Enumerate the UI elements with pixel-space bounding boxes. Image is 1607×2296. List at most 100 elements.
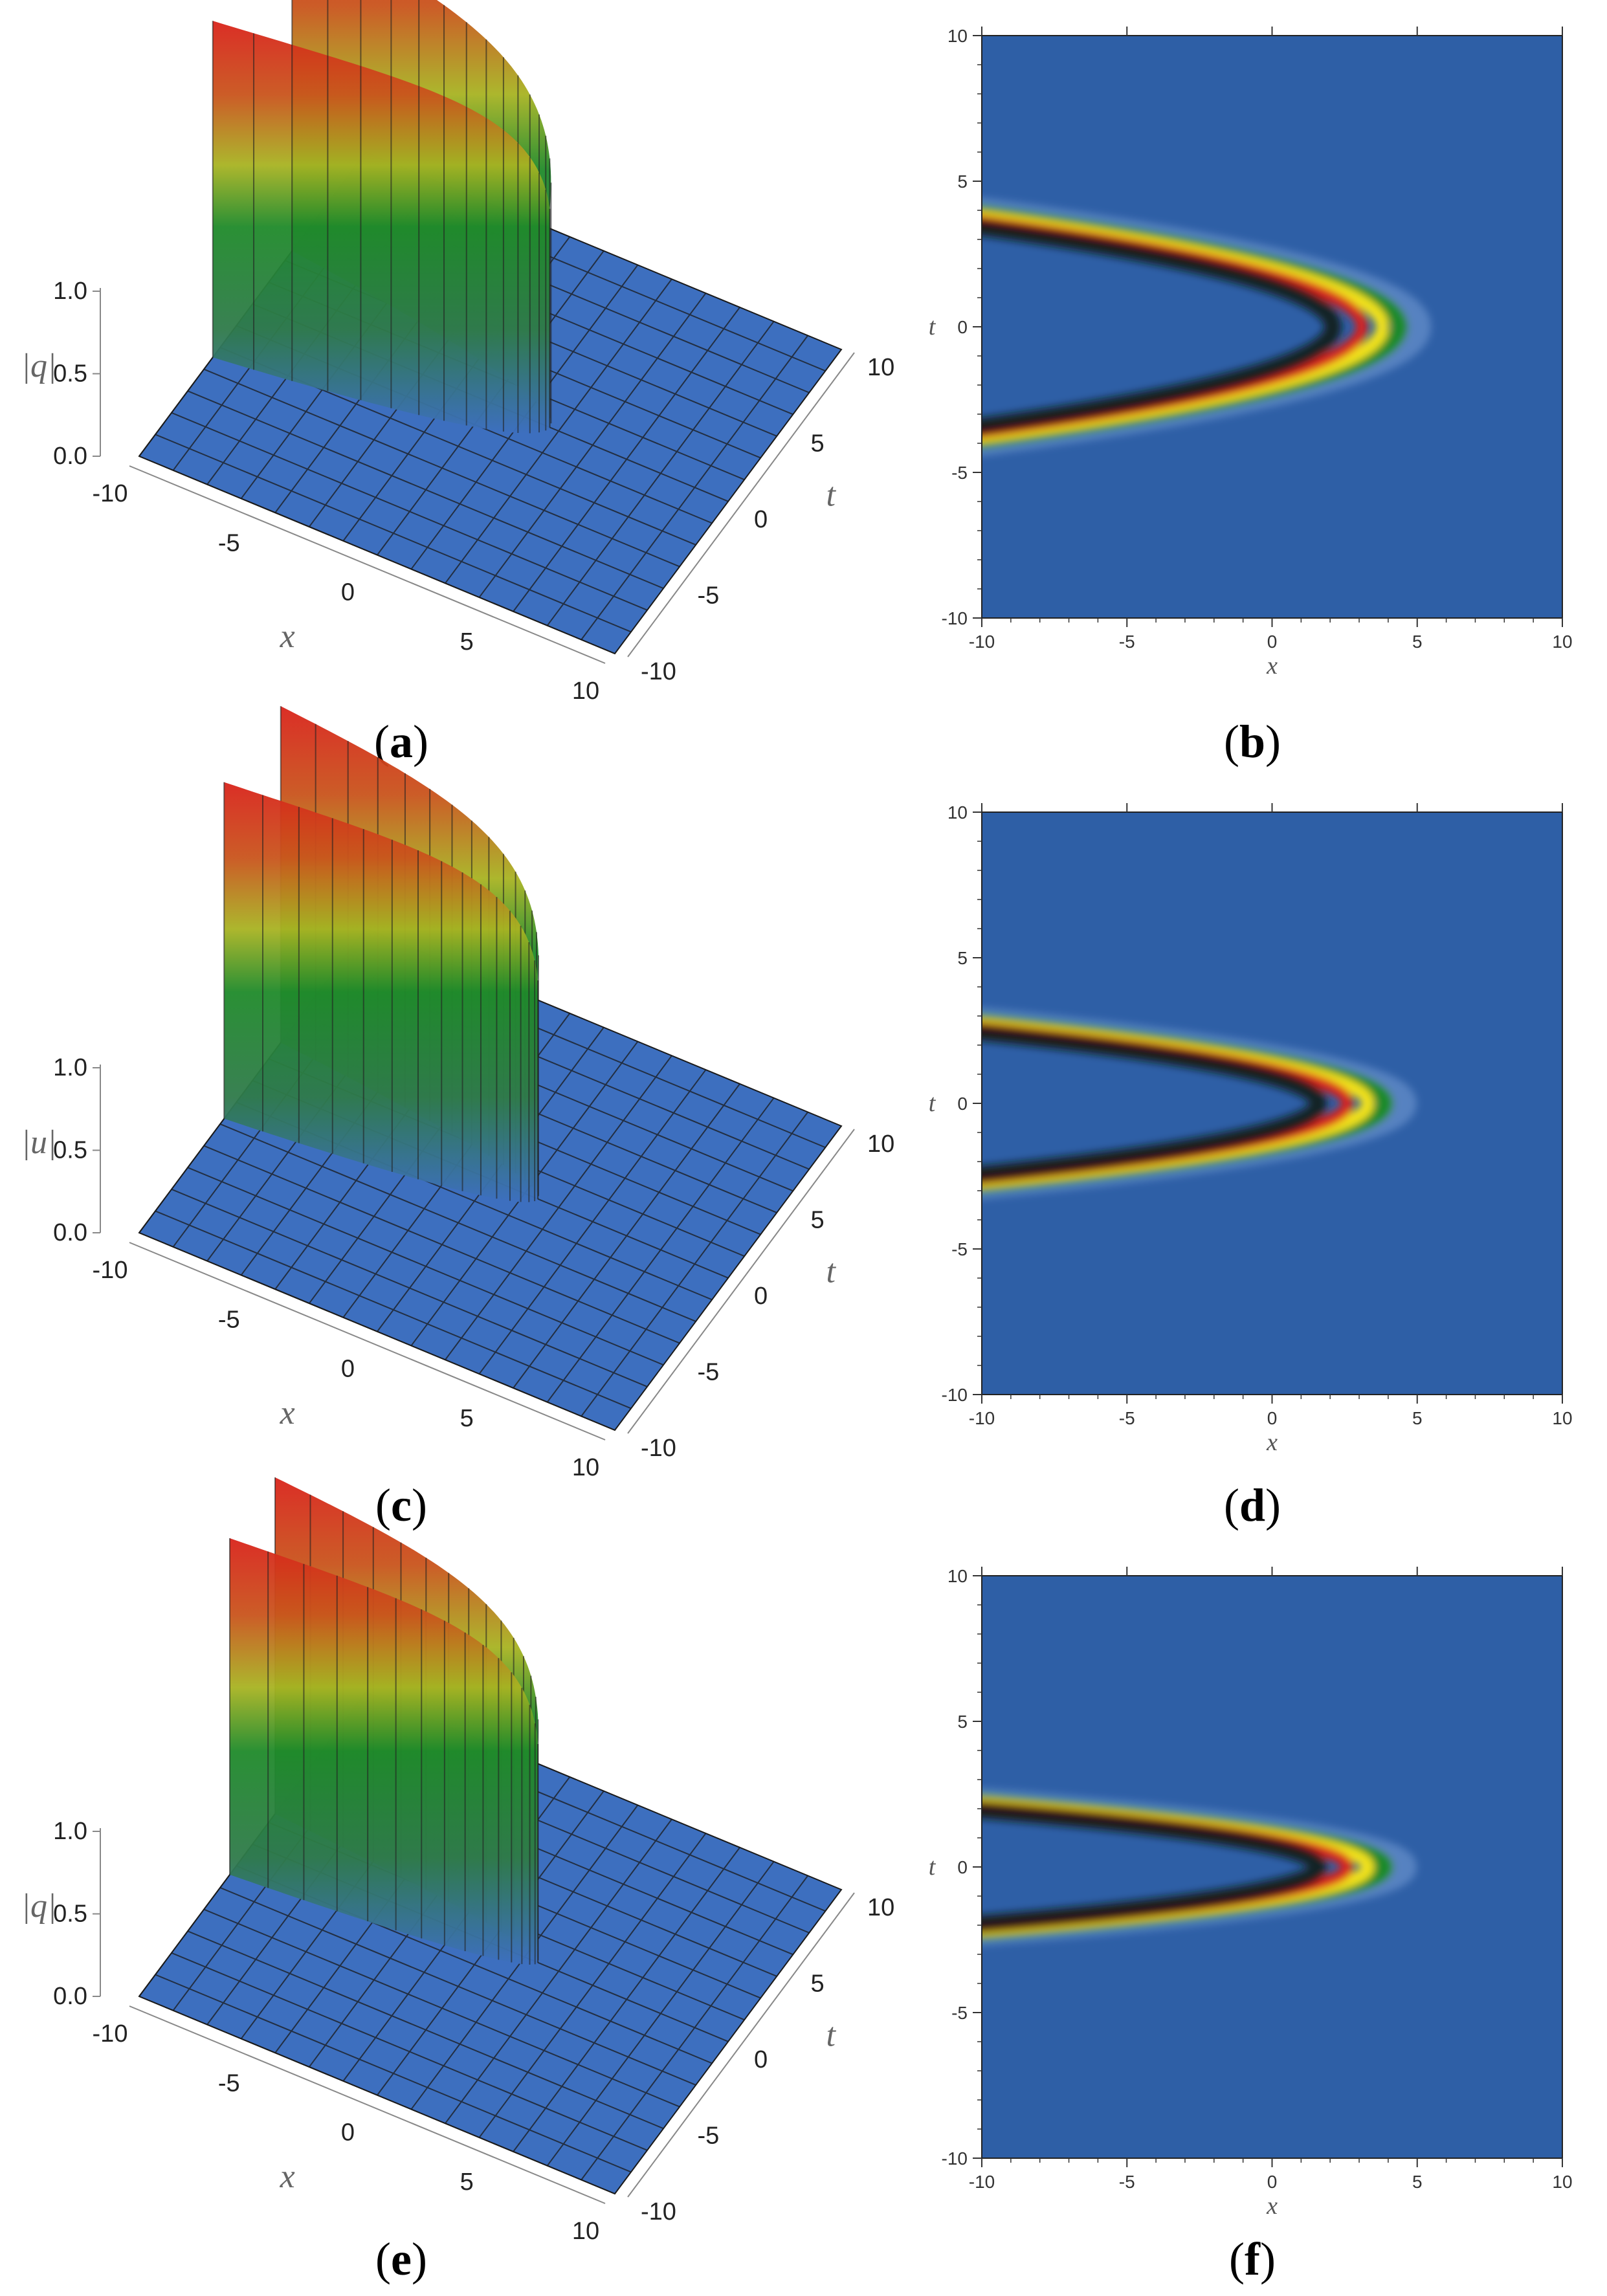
caption-a: (a) [374,716,428,767]
t-tick-label: 5 [811,1207,825,1234]
x-tick-label: -10 [969,1408,995,1428]
mesh-line [546,1861,775,2167]
y-tick-label: 10 [948,1566,968,1586]
ridge-dark-band [982,1802,1327,1932]
mesh-line [139,456,615,654]
z-tick-label: 0.5 [53,1901,87,1928]
mesh-line [139,1996,615,2194]
t-tick-label: 0 [754,1283,768,1310]
panel-f-density: -10 -5 0 5 10 -10 -5 0 5 10 x t [893,1540,1607,2239]
t-axis [627,1892,855,2198]
y-tick-label: 5 [957,948,968,968]
mesh-line [581,335,808,641]
x-tick-label: 0 [341,1356,355,1383]
x-tick-label: 10 [572,1454,599,1481]
panel-c-surface: 0.0 0.5 1.0 |u| -10 -5 0 5 10 x -10 -5 0 5 10 t [0,706,894,1481]
caption-e: (e) [375,2233,427,2285]
x-tick-label: 10 [572,2218,599,2245]
x-tick-label: 0 [341,579,355,606]
t-axis-label: t [826,1253,837,1290]
y-tick-label: 10 [948,26,968,46]
ridge-arm-front [224,782,538,1202]
density-plot-f: -10 -5 0 5 10 -10 -5 0 5 10 x t [929,1566,1573,2220]
surface-plot-c: 0.0 0.5 1.0 |u| -10 -5 0 5 10 x -10 -5 0 5 10 t [21,706,894,1481]
t-tick-label: 10 [867,1894,894,1921]
mesh-line [445,1055,672,1360]
t-tick-label: -5 [698,2123,720,2150]
x-tick-label: -10 [969,2172,995,2192]
z-axis-label: |u| [21,1124,57,1161]
y-tick-label: 5 [957,171,968,192]
x-axis-label: x [1266,2192,1278,2220]
x-tick-label: -10 [93,2020,128,2048]
t-tick-label: -10 [641,658,676,685]
x-axis-label: x [280,2158,295,2195]
z-tick-label: 0.5 [53,360,87,388]
t-tick-label: -5 [698,1359,720,1386]
t-tick-label: 0 [754,506,768,533]
y-tick-label: -10 [942,1385,968,1405]
wave-ridge [982,197,1432,456]
wave-ridge [982,1008,1417,1199]
x-tick-label: 10 [1552,2172,1572,2192]
caption-d: (d) [1223,1479,1281,1531]
mesh-line [445,1818,672,2124]
heatmap-background [982,1576,1562,2158]
t-tick-label: 5 [811,1970,825,1998]
t-axis [627,1129,855,1434]
y-tick-label: -10 [942,2148,968,2169]
t-tick-label: 10 [867,1131,894,1158]
y-tick-label: -5 [951,463,968,483]
y-axis-label: t [929,1090,936,1117]
ridge-arm-front [230,1538,538,1965]
x-tick-label: 0 [1267,1408,1278,1428]
y-tick-label: 5 [957,1712,968,1732]
t-tick-label: 0 [754,2046,768,2073]
mesh-line [581,1875,808,2181]
caption-c: (c) [375,1479,427,1531]
z-tick-label: 0.0 [53,1983,87,2010]
z-tick-label: 1.0 [53,278,87,305]
x-tick-label: 5 [460,1405,474,1432]
z-tick-label: 0.0 [53,1219,87,1246]
x-axis-label: x [1266,652,1278,679]
z-tick-label: 0.5 [53,1137,87,1164]
x-tick-label: 10 [1552,1408,1572,1428]
x-tick-label: -5 [1119,2172,1135,2192]
caption-b: (b) [1223,716,1281,767]
panel-d-density: -10 -5 0 5 10 -10 -5 0 5 10 x t [893,777,1607,1475]
y-tick-label: 0 [957,1094,968,1114]
caption-f: (f) [1229,2233,1276,2285]
panel-b-density: -10 -5 0 5 10 -10 -5 0 5 10 x t [893,0,1607,699]
surface-plot-a: 0.0 0.5 1.0 |q| -10 -5 0 5 10 x -10 -5 0 5 10 t [21,0,894,705]
y-tick-label: 0 [957,317,968,337]
t-tick-label: 5 [811,430,825,458]
z-axis-label: |q| [21,1888,57,1925]
x-tick-label: -10 [969,632,995,652]
x-tick-label: 10 [1552,632,1572,652]
x-axis [129,1242,606,1441]
y-tick-label: -5 [951,2003,968,2023]
t-axis-label: t [826,476,837,513]
x-tick-label: 0 [1267,2172,1278,2192]
y-tick-label: 0 [957,1857,968,1877]
x-tick-label: -5 [218,1306,240,1333]
x-tick-label: -5 [218,529,240,557]
mesh-line [445,278,672,584]
x-tick-label: 10 [572,678,599,705]
mesh-line [139,1232,615,1431]
ridge-dark-band [982,1024,1327,1183]
y-tick-label: -5 [951,1239,968,1259]
t-tick-label: -10 [641,1435,676,1462]
x-tick-label: 5 [1412,632,1423,652]
y-tick-label: -10 [942,608,968,628]
wave-ridge [982,1788,1417,1946]
z-axis-label: |q| [21,348,57,384]
heatmap-background [982,36,1562,618]
mesh-line [478,1833,707,2138]
x-tick-label: -5 [1119,1408,1135,1428]
x-axis-label: x [1266,1429,1278,1456]
y-axis-label: t [929,313,936,340]
mesh-line [546,321,775,626]
mesh-line [513,1083,740,1389]
